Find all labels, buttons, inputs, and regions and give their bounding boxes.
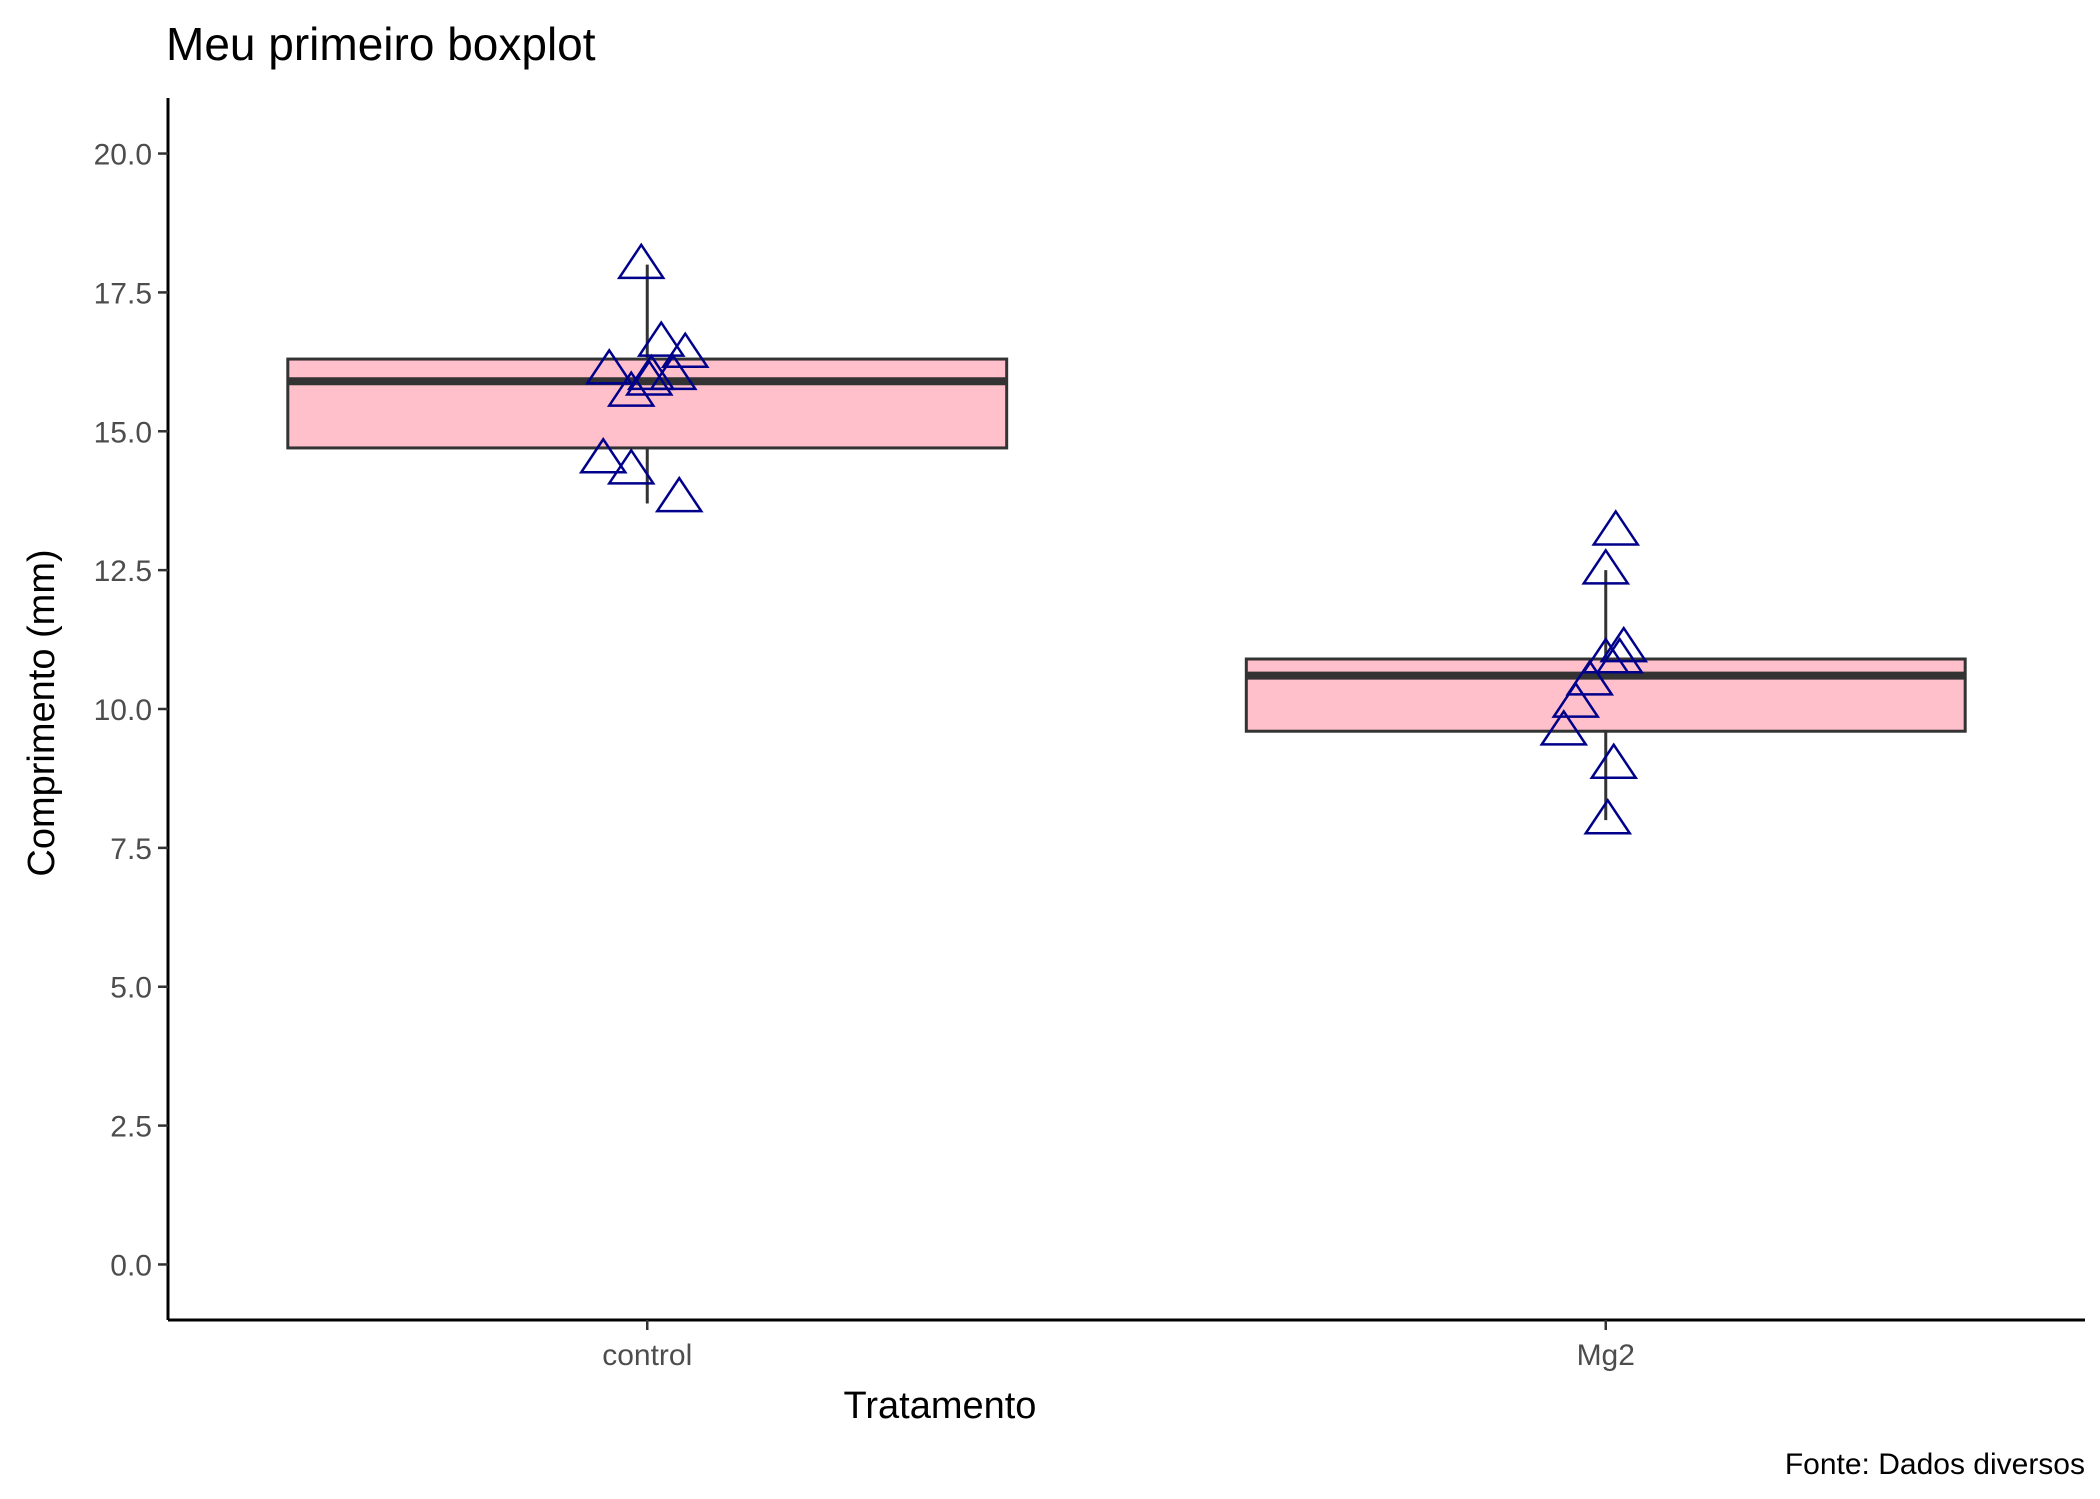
y-tick-label: 2.5 (110, 1111, 152, 1144)
plot-area (286, 242, 1967, 835)
chart-caption: Fonte: Dados diversos (1785, 1448, 2085, 1481)
y-tick-label: 17.5 (94, 277, 152, 310)
data-point (1583, 798, 1633, 835)
box-control (286, 264, 1009, 504)
data-point (1551, 681, 1601, 718)
data-point (660, 331, 710, 368)
y-tick-label: 0.0 (110, 1249, 152, 1282)
data-point (584, 348, 634, 385)
data-point (1581, 548, 1631, 585)
points-Mg2 (1539, 509, 1649, 835)
data-point (1565, 659, 1615, 696)
data-point (624, 359, 674, 396)
y-axis: 0.0 2.5 5.0 7.5 10.0 12.5 15.0 17.5 20.0 (94, 98, 170, 1320)
data-point (578, 436, 628, 474)
data-point (1599, 625, 1649, 663)
x-tick-label: control (602, 1339, 692, 1372)
data-point (1591, 509, 1641, 546)
data-point (1581, 636, 1631, 674)
y-tick-label: 15.0 (94, 416, 152, 449)
y-tick-label: 7.5 (110, 833, 152, 866)
points-control (578, 242, 710, 513)
y-axis-label: Comprimento (mm) (21, 549, 63, 876)
y-tick-label: 10.0 (94, 694, 152, 727)
data-point (1589, 742, 1639, 779)
data-point (636, 320, 686, 357)
box-iqr (286, 357, 1009, 450)
data-point (606, 370, 656, 407)
y-tick-label: 12.5 (94, 555, 152, 588)
chart-title: Meu primeiro boxplot (166, 18, 596, 70)
data-point (654, 475, 704, 513)
data-point (616, 242, 666, 280)
data-point (1539, 709, 1589, 746)
x-tick-label: Mg2 (1577, 1339, 1635, 1372)
data-point (626, 353, 676, 391)
data-point (606, 448, 656, 485)
y-tick-label: 20.0 (94, 139, 152, 172)
x-axis: control Mg2 (168, 1318, 2085, 1372)
y-tick-label: 5.0 (110, 972, 152, 1005)
x-axis-label: Tratamento (844, 1385, 1037, 1427)
